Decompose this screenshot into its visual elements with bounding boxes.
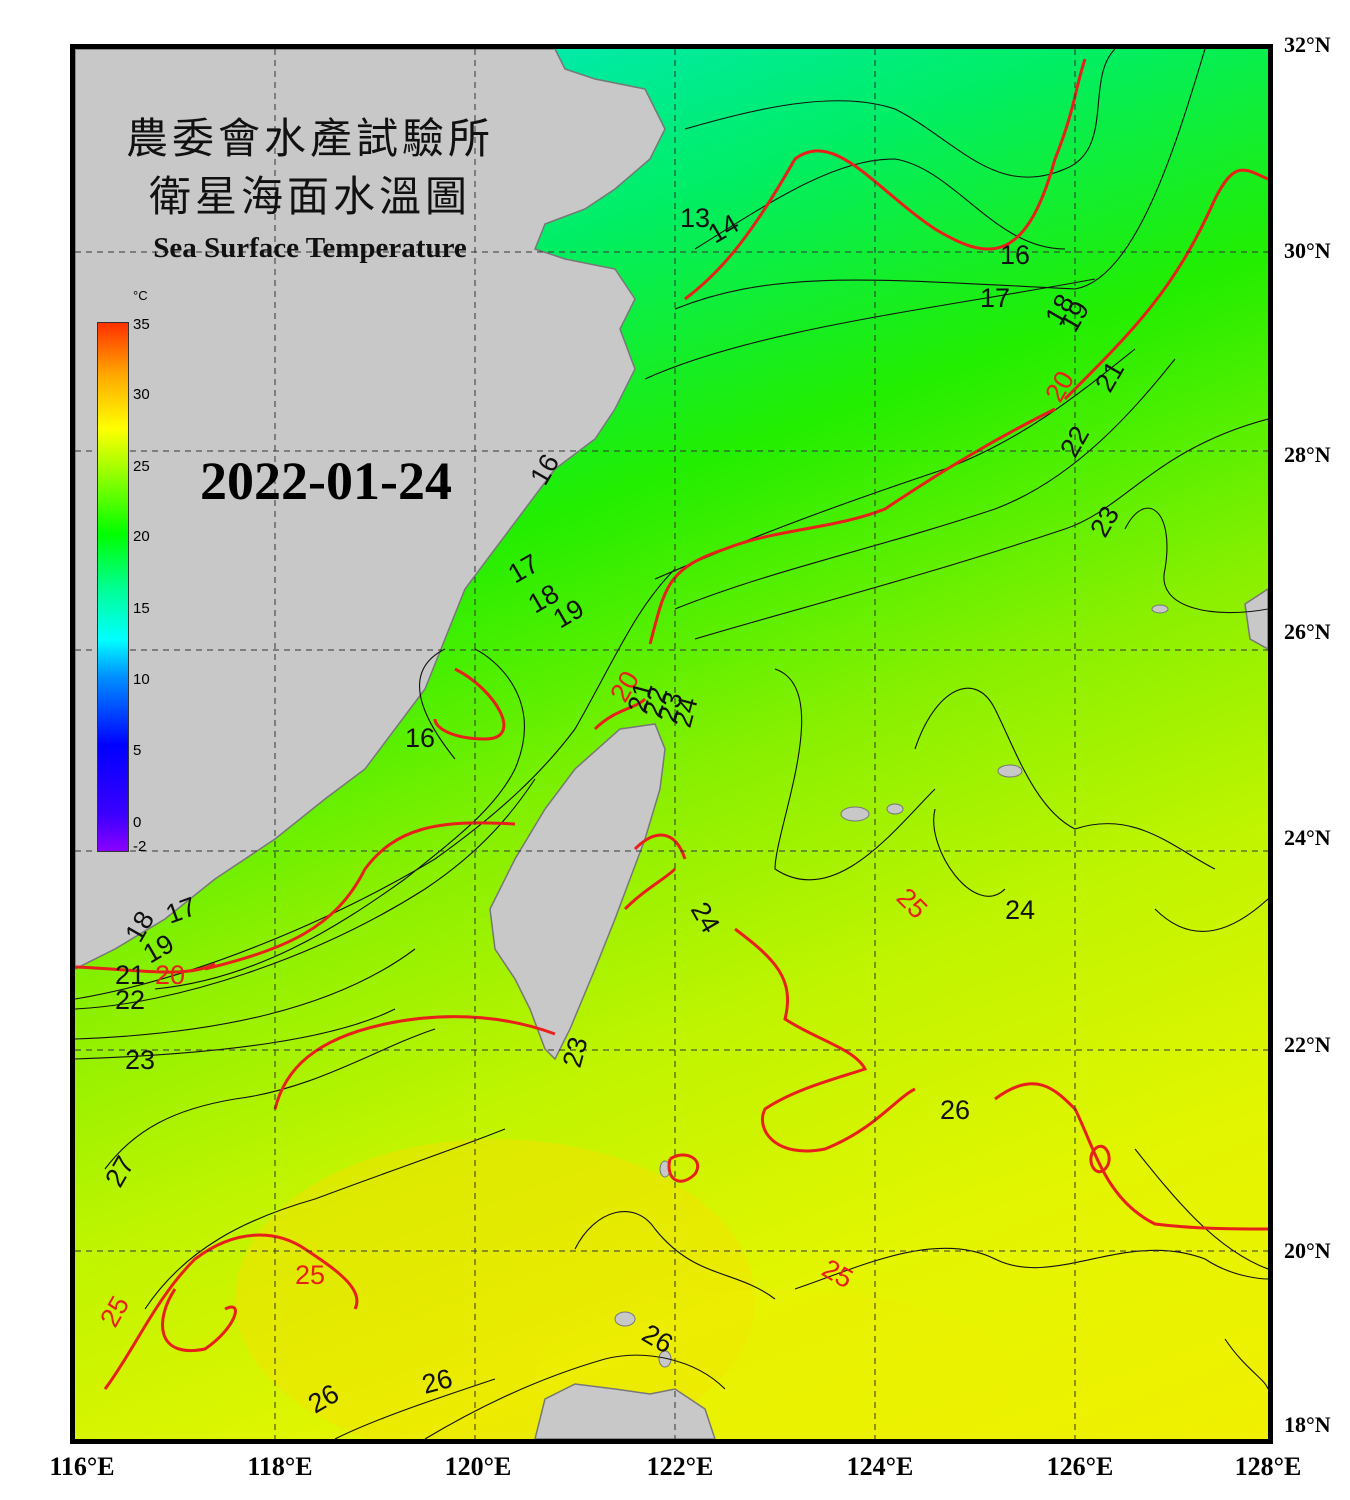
major-isotherms [75,58,1268,1390]
island [1151,604,1169,614]
contour-label: 21 [115,960,145,990]
latitude-label: 30°N [1284,238,1331,263]
latitude-label: 18°N [1284,1412,1331,1437]
minor-isotherms [75,49,1268,1439]
colorbar-tick: 25 [133,458,150,475]
contour-label: 24 [667,694,704,731]
longitude-label: 116°E [49,1452,115,1481]
title-block: 農委會水產試驗所 衛星海面水溫圖 Sea Surface Temperature [95,110,525,265]
taiwan-island [489,723,666,1061]
contour-label: 22 [1054,421,1095,462]
contour-label: 23 [1084,501,1125,542]
island [886,803,904,815]
latitude-label: 22°N [1284,1032,1331,1057]
contour-label: 13 [680,203,710,233]
contour-label: 20 [155,960,185,990]
contour-label: 25 [295,1260,325,1290]
contour-label: 21 [1089,356,1130,397]
latitude-label: 24°N [1284,825,1331,850]
colorbar-tick: 15 [133,600,150,617]
lat-lon-grid [75,49,1268,1439]
contour-label: 23 [557,1034,594,1071]
title-line2: 衛星海面水溫圖 [148,172,471,221]
colorbar-unit: °C [133,288,148,303]
contour-label: 16 [405,723,435,753]
contour-label: 24 [1005,895,1035,925]
contour-label: 25 [817,1253,858,1294]
contour-label: 25 [891,882,933,924]
latitude-label: 32°N [1284,32,1331,57]
contour-label: 24 [685,897,726,938]
longitude-label: 126°E [1046,1452,1114,1481]
title-line1: 農委會水產試驗所 [125,114,494,163]
longitude-label: 122°E [646,1452,714,1481]
colorbar-tick: 0 [133,814,142,831]
longitude-label: 118°E [247,1452,313,1481]
warm-water-patch [235,1139,755,1439]
island [614,1311,636,1327]
contour-label: 24 [75,49,105,55]
colorbar [97,322,129,852]
longitude-label: 124°E [846,1452,914,1481]
contour-label: 22 [115,985,145,1015]
colorbar-tick: 5 [133,742,142,759]
luzon-island [534,1383,716,1439]
island [997,764,1023,778]
colorbar-tick: 10 [133,671,150,688]
latitude-label: 28°N [1284,442,1331,467]
contour-label: 23 [125,1045,155,1075]
contour-label: 27 [99,1151,140,1192]
latitude-label: 20°N [1284,1238,1331,1263]
colorbar-tick: 30 [133,386,150,403]
title-english: Sea Surface Temperature [153,232,467,264]
colorbar-tick: -2 [133,838,147,855]
longitude-label: 128°E [1234,1452,1302,1481]
contour-label: 25 [94,1291,135,1332]
colorbar-tick: 20 [133,528,150,545]
date-label: 2022-01-24 [200,451,452,511]
contour-label: 16 [1000,240,1030,270]
contour-label: 26 [940,1095,970,1125]
contour-label: 17 [503,548,544,589]
contour-label: 17 [980,283,1010,313]
longitude-label: 120°E [444,1452,512,1481]
colorbar-tick: 35 [133,316,150,333]
sst-map: 13 14 16 17 18 19 20 21 22 23 16 17 18 19 16 20 21 22 23 24… [70,44,1273,1444]
latitude-label: 26°N [1284,619,1331,644]
china-mainland [75,49,666,970]
contour-label: 20 [1039,366,1080,407]
island [840,806,870,822]
islands-east [1244,588,1268,650]
